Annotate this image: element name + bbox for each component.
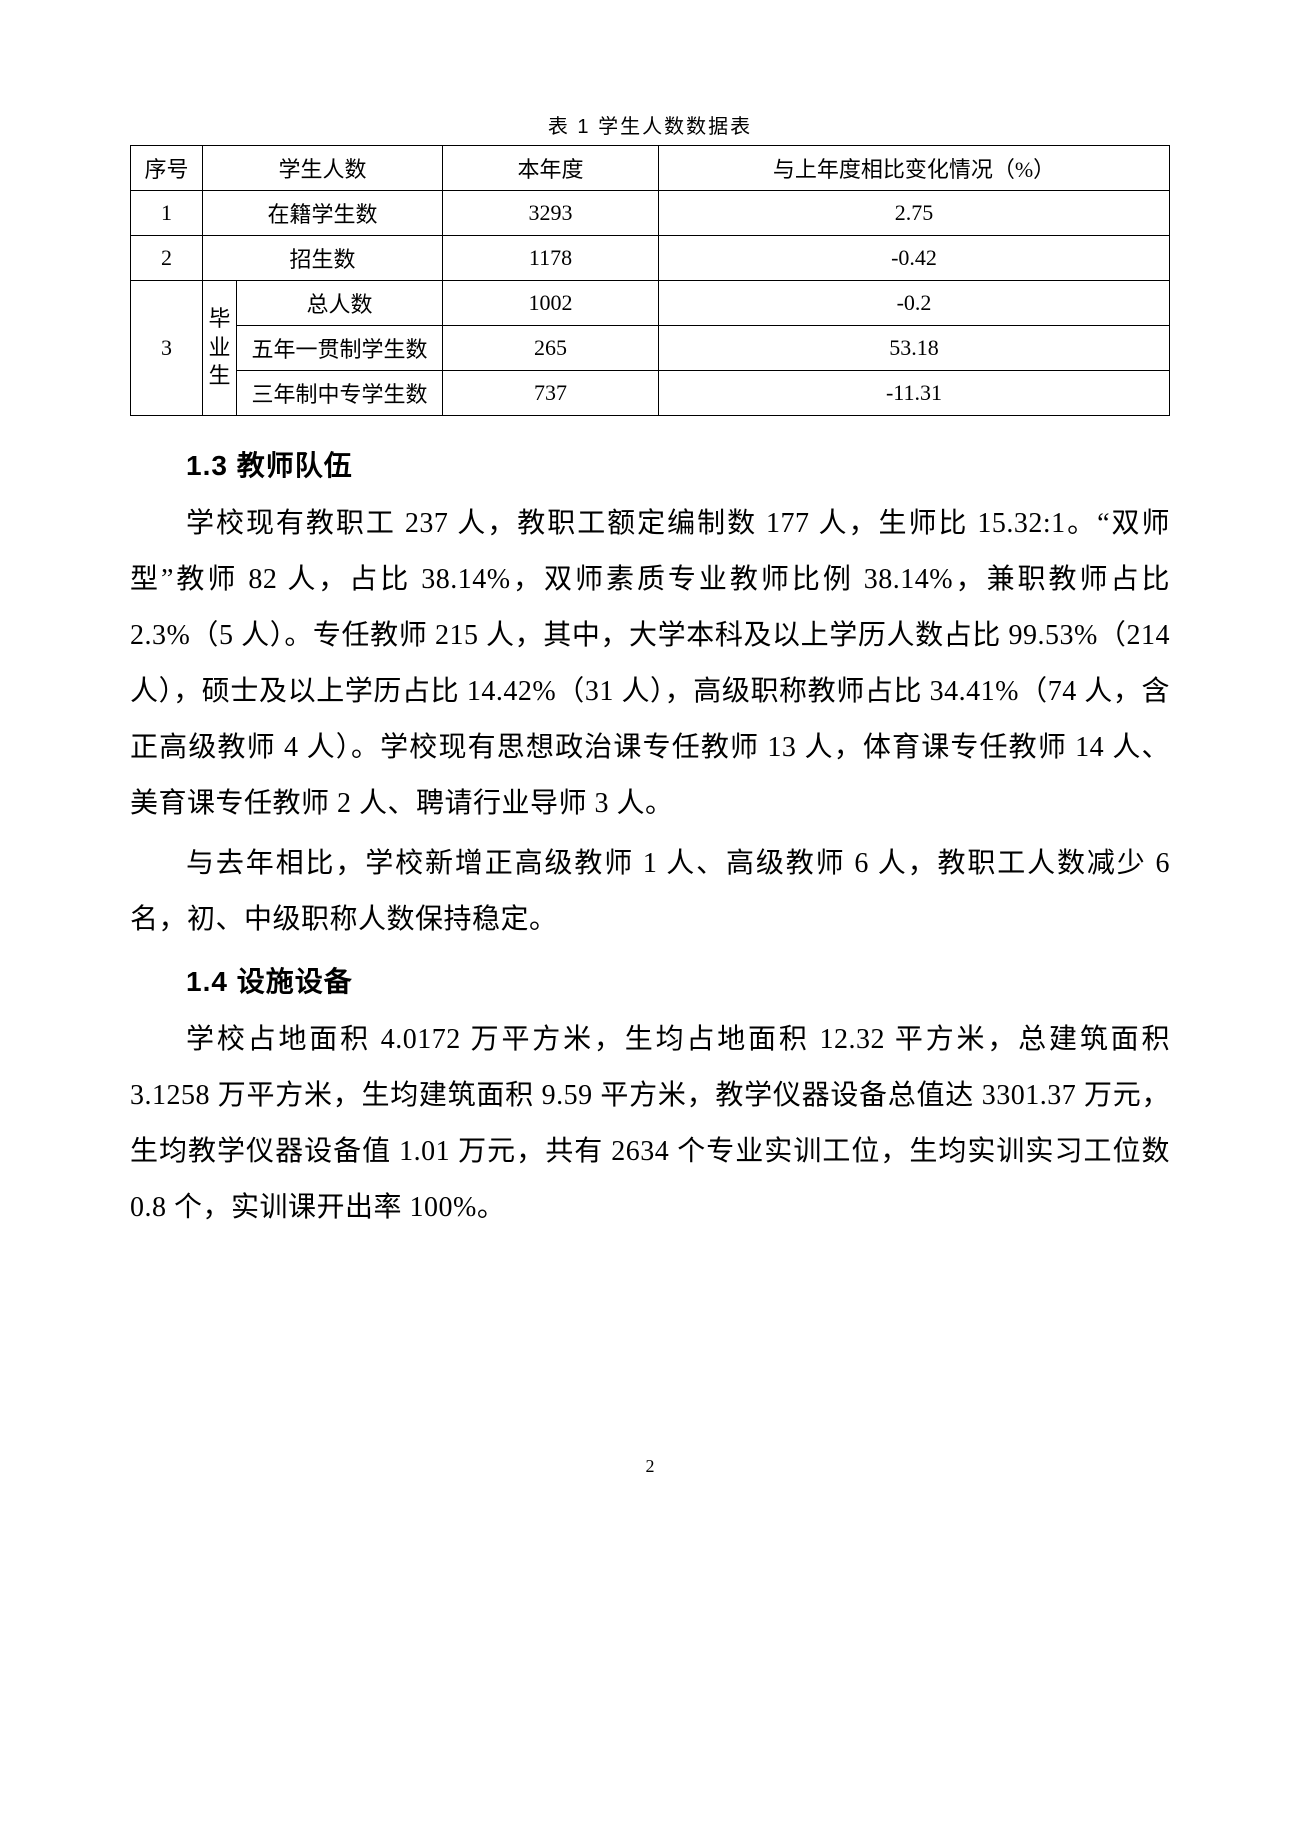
cell-seq: 1 [131, 191, 203, 236]
paragraph: 学校现有教职工 237 人，教职工额定编制数 177 人，生师比 15.32:1… [130, 496, 1170, 832]
cell-year: 3293 [443, 191, 659, 236]
cell-label: 五年一贯制学生数 [237, 326, 443, 371]
table-row: 三年制中专学生数 737 -11.31 [131, 371, 1170, 416]
section-heading-1-4: 1.4 设施设备 [130, 960, 1170, 1000]
table-row: 2 招生数 1178 -0.42 [131, 236, 1170, 281]
cell-change: 2.75 [659, 191, 1170, 236]
cell-label: 总人数 [237, 281, 443, 326]
cell-year: 265 [443, 326, 659, 371]
col-header-year: 本年度 [443, 146, 659, 191]
cell-year: 737 [443, 371, 659, 416]
page-number: 2 [130, 1456, 1170, 1477]
vertical-label: 毕业生 [209, 305, 231, 391]
section-heading-1-3: 1.3 教师队伍 [130, 444, 1170, 484]
table-caption: 表 1 学生人数数据表 [130, 110, 1170, 139]
paragraph: 学校占地面积 4.0172 万平方米，生均占地面积 12.32 平方米，总建筑面… [130, 1012, 1170, 1236]
cell-label: 招生数 [203, 236, 443, 281]
paragraph: 与去年相比，学校新增正高级教师 1 人、高级教师 6 人，教职工人数减少 6 名… [130, 836, 1170, 948]
cell-change: -0.42 [659, 236, 1170, 281]
cell-seq: 2 [131, 236, 203, 281]
table-header-row: 序号 学生人数 本年度 与上年度相比变化情况（%） [131, 146, 1170, 191]
cell-change: -0.2 [659, 281, 1170, 326]
cell-year: 1002 [443, 281, 659, 326]
cell-group-label: 毕业生 [203, 281, 237, 416]
col-header-students: 学生人数 [203, 146, 443, 191]
cell-year: 1178 [443, 236, 659, 281]
cell-seq: 3 [131, 281, 203, 416]
col-header-seq: 序号 [131, 146, 203, 191]
table-row: 五年一贯制学生数 265 53.18 [131, 326, 1170, 371]
table-row: 3 毕业生 总人数 1002 -0.2 [131, 281, 1170, 326]
table-row: 1 在籍学生数 3293 2.75 [131, 191, 1170, 236]
cell-change: 53.18 [659, 326, 1170, 371]
cell-change: -11.31 [659, 371, 1170, 416]
cell-label: 三年制中专学生数 [237, 371, 443, 416]
cell-label: 在籍学生数 [203, 191, 443, 236]
student-data-table: 序号 学生人数 本年度 与上年度相比变化情况（%） 1 在籍学生数 3293 2… [130, 145, 1170, 416]
col-header-change: 与上年度相比变化情况（%） [659, 146, 1170, 191]
